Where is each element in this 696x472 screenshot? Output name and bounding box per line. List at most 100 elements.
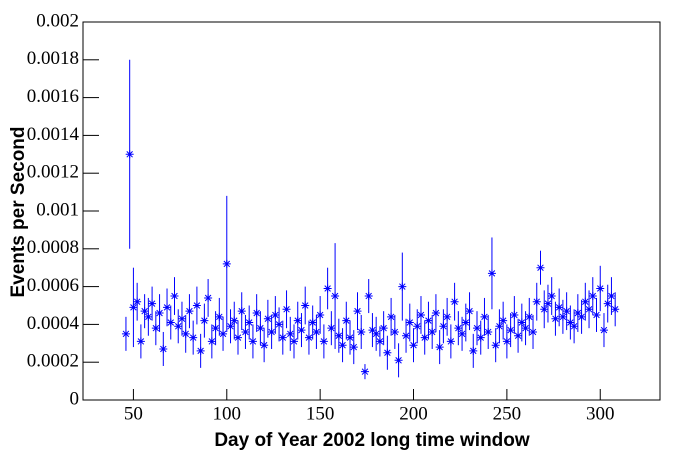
marker	[151, 324, 160, 333]
marker	[219, 329, 228, 338]
marker	[338, 341, 347, 350]
marker	[405, 318, 414, 327]
marker	[599, 326, 608, 335]
marker	[364, 292, 373, 301]
y-tick-label: 0.0006	[27, 275, 79, 296]
marker	[469, 346, 478, 355]
marker	[573, 309, 582, 318]
marker	[121, 329, 130, 338]
marker	[267, 327, 276, 336]
marker	[316, 310, 325, 319]
y-tick-label: 0.0016	[27, 86, 79, 107]
marker	[517, 318, 526, 327]
marker	[301, 301, 310, 310]
marker	[189, 333, 198, 342]
marker	[484, 327, 493, 336]
marker	[290, 337, 299, 346]
marker	[140, 307, 149, 316]
marker	[204, 293, 213, 302]
marker	[555, 303, 564, 312]
marker	[222, 259, 231, 268]
marker	[424, 316, 433, 325]
marker	[461, 318, 470, 327]
marker	[532, 297, 541, 306]
marker	[170, 292, 179, 301]
marker	[558, 312, 567, 321]
y-tick-label: 0.0002	[27, 351, 79, 372]
marker	[413, 322, 422, 331]
marker	[226, 322, 235, 331]
y-tick-label: 0.0012	[27, 162, 79, 183]
marker	[543, 299, 552, 308]
marker	[562, 307, 571, 316]
marker	[215, 312, 224, 321]
marker	[293, 316, 302, 325]
x-tick-label: 300	[586, 403, 615, 424]
marker	[379, 324, 388, 333]
marker	[308, 318, 317, 327]
marker	[431, 309, 440, 318]
marker	[446, 337, 455, 346]
marker	[144, 312, 153, 321]
marker	[200, 316, 209, 325]
marker	[163, 303, 172, 312]
marker	[458, 329, 467, 338]
y-tick-label: 0	[70, 388, 80, 409]
marker	[125, 150, 134, 159]
marker	[129, 303, 138, 312]
marker	[454, 324, 463, 333]
marker	[181, 329, 190, 338]
marker	[211, 324, 220, 333]
marker	[256, 324, 265, 333]
marker	[409, 341, 418, 350]
marker	[611, 305, 620, 314]
marker	[360, 367, 369, 376]
marker	[346, 333, 355, 342]
marker	[196, 346, 205, 355]
marker	[416, 310, 425, 319]
marker	[233, 333, 242, 342]
marker	[398, 282, 407, 291]
marker	[529, 327, 538, 336]
marker	[551, 314, 560, 323]
marker	[577, 312, 586, 321]
marker	[159, 344, 168, 353]
marker	[155, 309, 164, 318]
marker	[383, 348, 392, 357]
marker	[136, 337, 145, 346]
marker	[260, 341, 269, 350]
marker	[230, 316, 239, 325]
marker	[510, 310, 519, 319]
marker	[185, 307, 194, 316]
marker	[148, 299, 157, 308]
marker	[286, 329, 295, 338]
marker	[394, 356, 403, 365]
y-tick-label: 0.0018	[27, 48, 79, 69]
marker	[547, 292, 556, 301]
marker	[166, 318, 175, 327]
marker	[271, 310, 280, 319]
y-tick-label: 0.001	[36, 199, 79, 220]
marker	[506, 326, 515, 335]
marker	[133, 297, 142, 306]
marker	[499, 316, 508, 325]
y-axis-label: Events per Second	[8, 126, 29, 297]
marker	[476, 333, 485, 342]
marker	[596, 284, 605, 293]
marker	[278, 333, 287, 342]
marker	[402, 331, 411, 340]
marker	[570, 322, 579, 331]
x-tick-label: 150	[306, 403, 335, 424]
marker	[540, 305, 549, 314]
marker	[207, 337, 216, 346]
marker	[263, 314, 272, 323]
marker	[275, 320, 284, 329]
marker	[319, 337, 328, 346]
marker	[331, 292, 340, 301]
marker	[349, 343, 358, 352]
marker	[177, 314, 186, 323]
marker	[192, 301, 201, 310]
marker	[473, 324, 482, 333]
marker	[487, 269, 496, 278]
